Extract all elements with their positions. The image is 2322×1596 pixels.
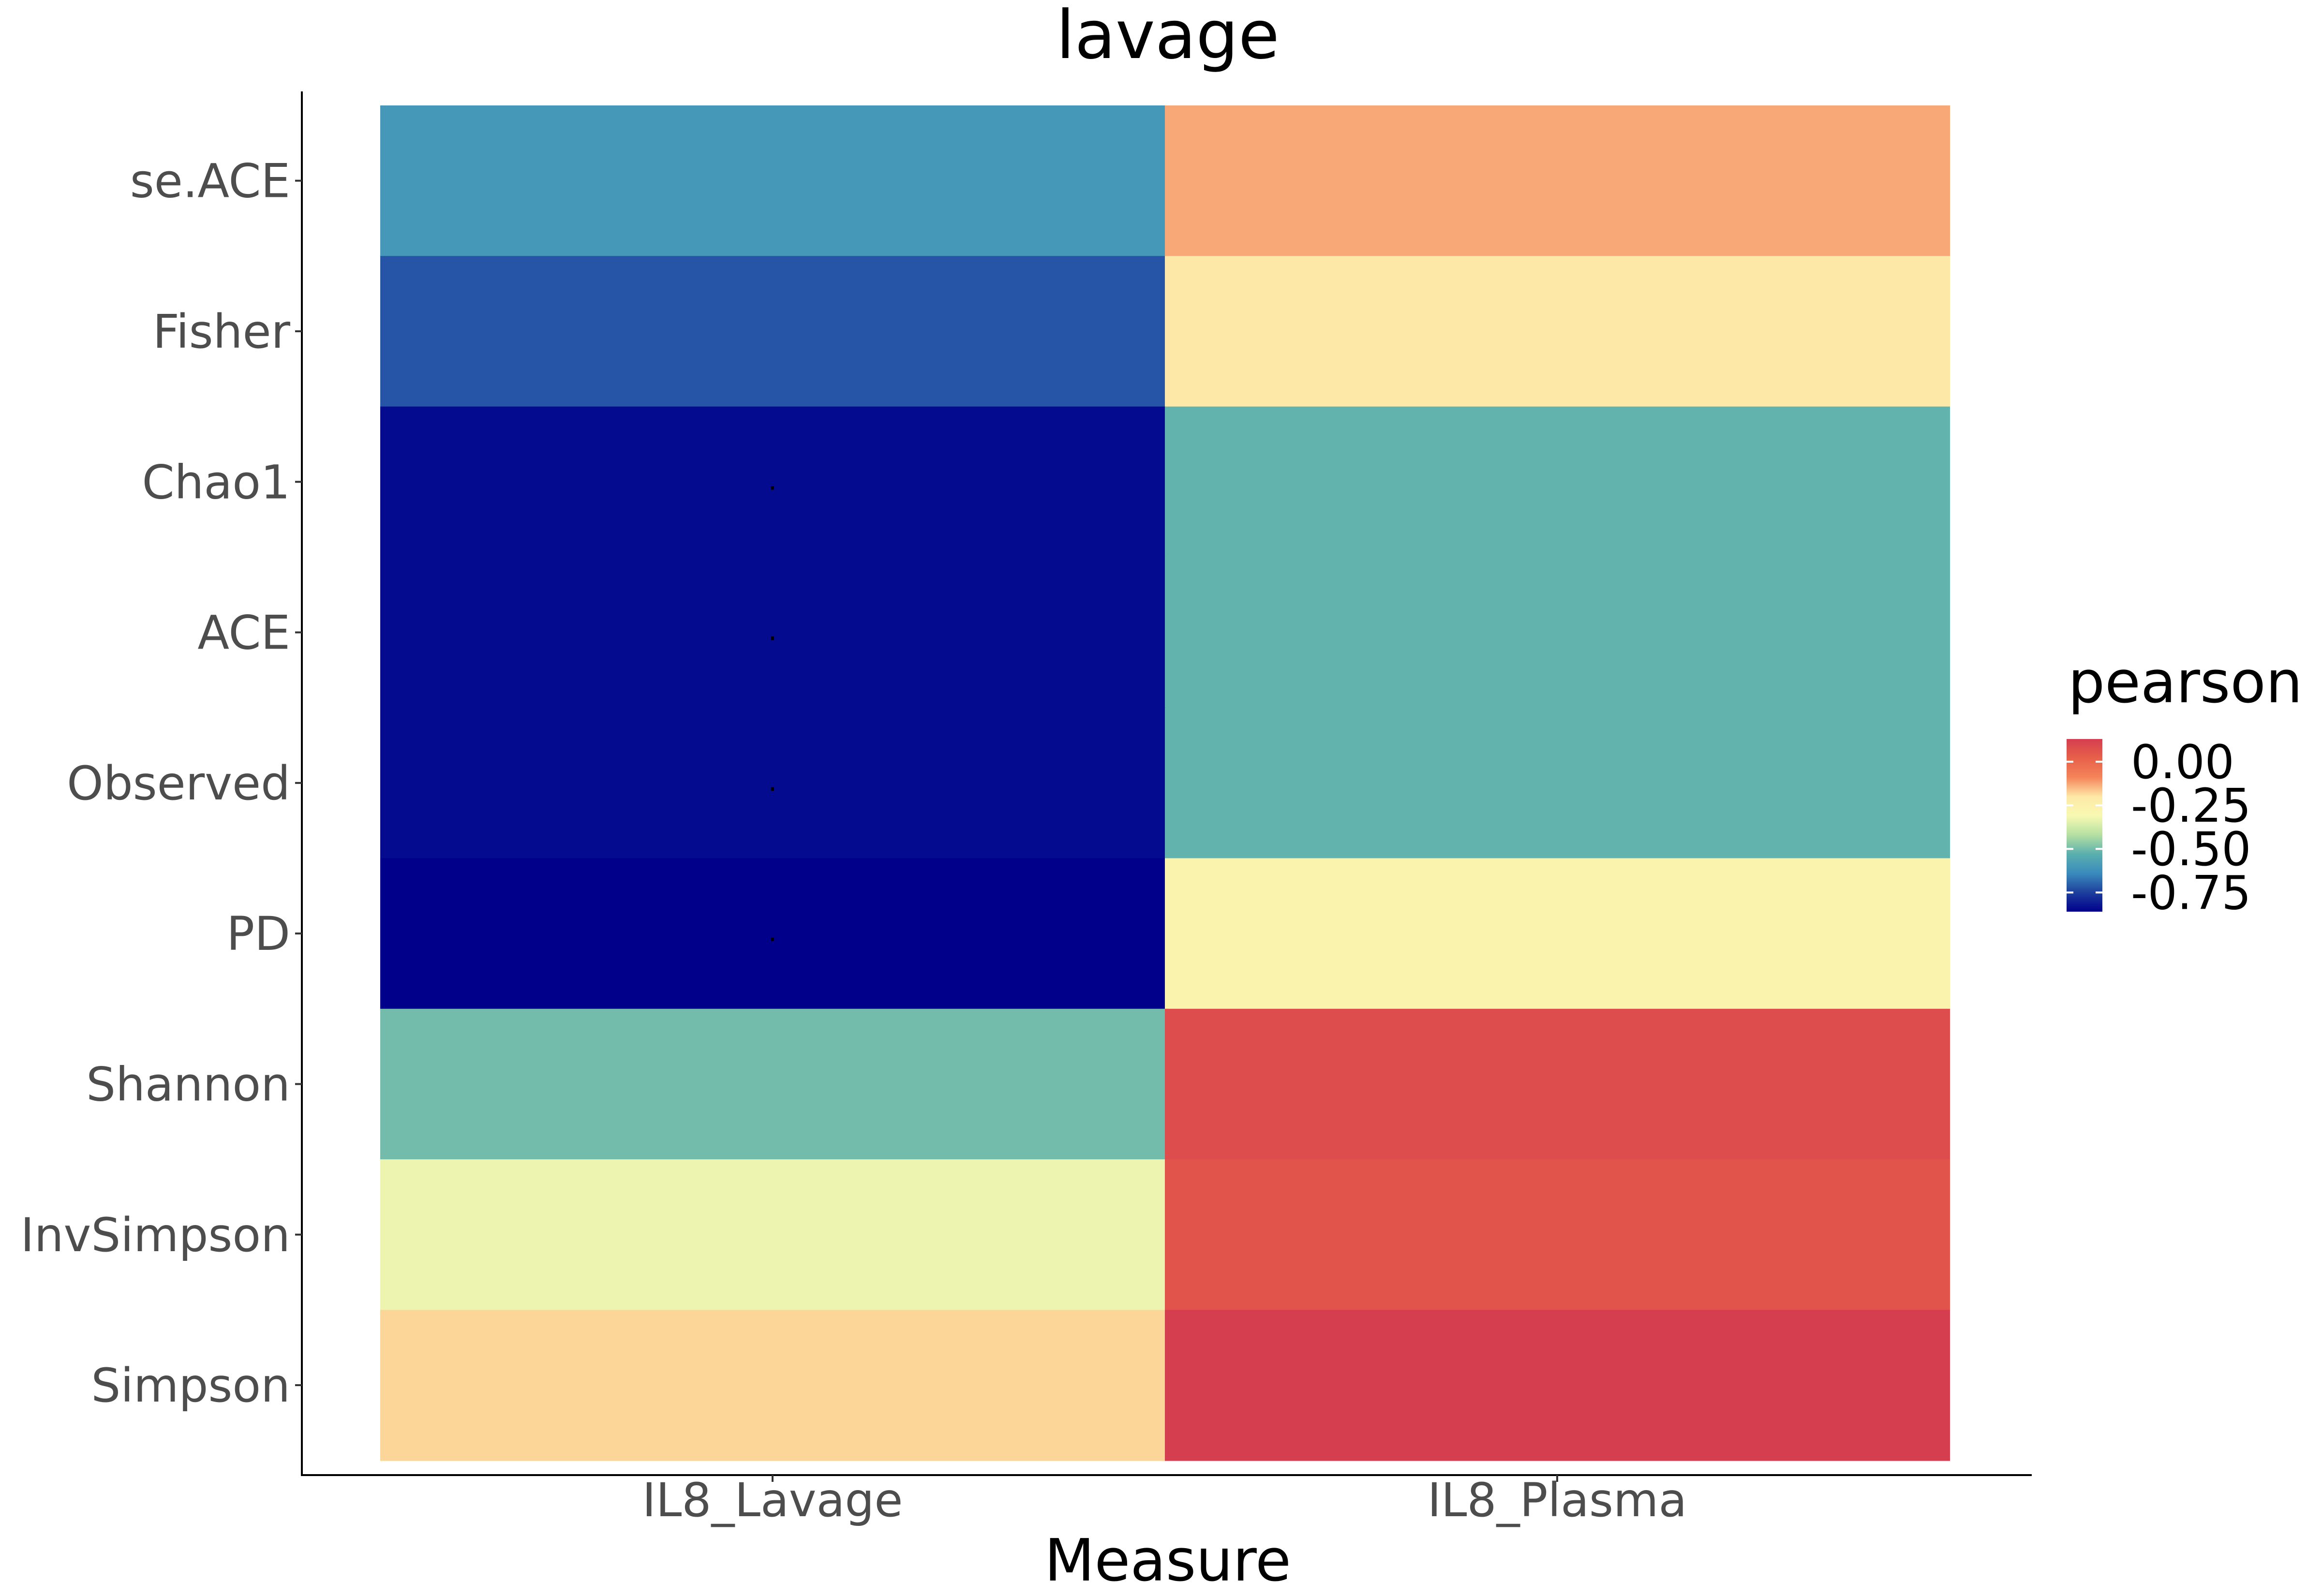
colorbar-tick-label: -0.25 bbox=[2131, 779, 2251, 833]
x-tick-label: IL8_Plasma bbox=[1428, 1473, 1687, 1527]
y-tick-labels: se.ACE Fisher Chao1 ACE Observed PD Shannon Inv… bbox=[20, 154, 302, 1413]
heatmap-cell bbox=[380, 708, 1165, 859]
chart-title: lavage bbox=[1056, 0, 1280, 74]
legend-title: pearson bbox=[2068, 649, 2303, 716]
x-tick-label: IL8_Lavage bbox=[642, 1473, 903, 1527]
heatmap-cell bbox=[380, 858, 1165, 1009]
heatmap-cell bbox=[1165, 1159, 1950, 1311]
x-axis-label: Measure bbox=[1044, 1527, 1291, 1595]
y-tick-label: Shannon bbox=[86, 1057, 290, 1111]
colorbar-gradient bbox=[2067, 739, 2102, 912]
y-tick-label: Observed bbox=[67, 756, 290, 811]
heatmap-cell bbox=[380, 557, 1165, 709]
significance-mark: . bbox=[768, 764, 777, 798]
colorbar-tick-label: -0.75 bbox=[2131, 866, 2251, 920]
heatmap-cell bbox=[1165, 105, 1950, 257]
heatmap-cell bbox=[1165, 406, 1950, 558]
heatmap-cell bbox=[380, 1159, 1165, 1311]
heatmap-cell bbox=[1165, 1008, 1950, 1160]
heatmap-cell bbox=[1165, 256, 1950, 407]
heatmap-cells bbox=[380, 105, 1950, 1461]
y-tick-label: Chao1 bbox=[142, 455, 290, 509]
significance-mark: . bbox=[768, 915, 777, 948]
heatmap-cell bbox=[380, 1008, 1165, 1160]
colorbar-legend: pearson 0.00-0.25-0.50-0.75 bbox=[2067, 649, 2303, 920]
x-tick-labels: IL8_Lavage IL8_Plasma bbox=[642, 1473, 1687, 1527]
y-tick-label: InvSimpson bbox=[20, 1208, 290, 1262]
y-tick-label: ACE bbox=[197, 606, 290, 660]
heatmap-cell bbox=[380, 256, 1165, 407]
heatmap-cell bbox=[1165, 557, 1950, 709]
y-tick-label: Fisher bbox=[153, 305, 291, 359]
colorbar-ticks: 0.00-0.25-0.50-0.75 bbox=[2067, 735, 2251, 920]
y-tick-label: PD bbox=[226, 907, 290, 961]
heatmap-cell bbox=[380, 105, 1165, 257]
heatmap-cell bbox=[1165, 1310, 1950, 1461]
heatmap-cell bbox=[1165, 858, 1950, 1009]
colorbar-tick-label: -0.50 bbox=[2131, 822, 2251, 876]
significance-mark: . bbox=[768, 463, 777, 497]
significance-mark: . bbox=[768, 614, 777, 648]
significance-marks: .... bbox=[768, 463, 777, 948]
colorbar-tick-label: 0.00 bbox=[2131, 735, 2234, 789]
y-tick-label: se.ACE bbox=[130, 154, 290, 208]
heatmap-cell bbox=[1165, 708, 1950, 859]
heatmap-cell bbox=[380, 406, 1165, 558]
heatmap-cell bbox=[380, 1310, 1165, 1461]
y-tick-label: Simpson bbox=[91, 1359, 290, 1413]
